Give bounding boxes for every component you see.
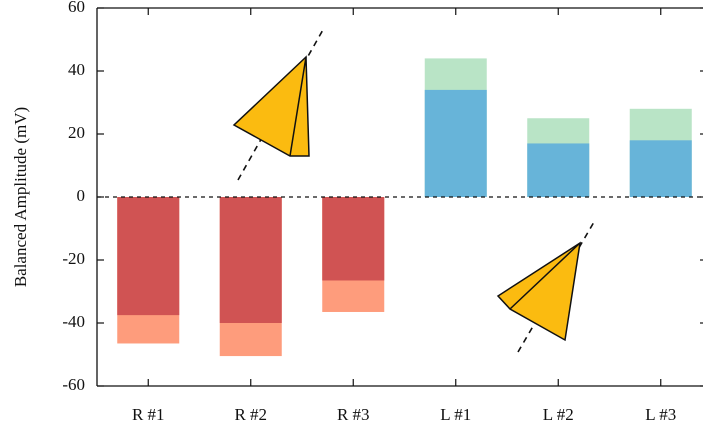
bar (322, 197, 385, 281)
bar (629, 140, 692, 197)
y-axis-label: Balanced Amplitude (mV) (11, 107, 30, 287)
x-tick-label: R #3 (337, 405, 370, 424)
bar (117, 197, 180, 316)
bar-layer (117, 58, 692, 357)
y-tick-label: 60 (68, 0, 85, 16)
bar (527, 143, 590, 197)
dashed-axis (517, 221, 595, 353)
y-tick-label: 20 (68, 123, 85, 142)
y-tick-label: -60 (62, 375, 85, 394)
x-tick-label: L #3 (645, 405, 676, 424)
bar (424, 89, 487, 197)
x-tick-label: L #2 (543, 405, 574, 424)
fan-edge (289, 56, 307, 157)
y-tick-label: 40 (68, 60, 85, 79)
y-tick-label: 0 (77, 186, 86, 205)
x-tick-label: R #1 (132, 405, 165, 424)
fan-edge (509, 242, 581, 310)
decoration (232, 27, 595, 353)
dashed-axis (237, 27, 325, 181)
fan-shape (496, 241, 581, 342)
x-tick-label: R #2 (234, 405, 267, 424)
bar (219, 197, 282, 323)
x-tick-label: L #1 (440, 405, 471, 424)
y-tick-label: -40 (62, 312, 85, 331)
y-tick-label: -20 (62, 249, 85, 268)
